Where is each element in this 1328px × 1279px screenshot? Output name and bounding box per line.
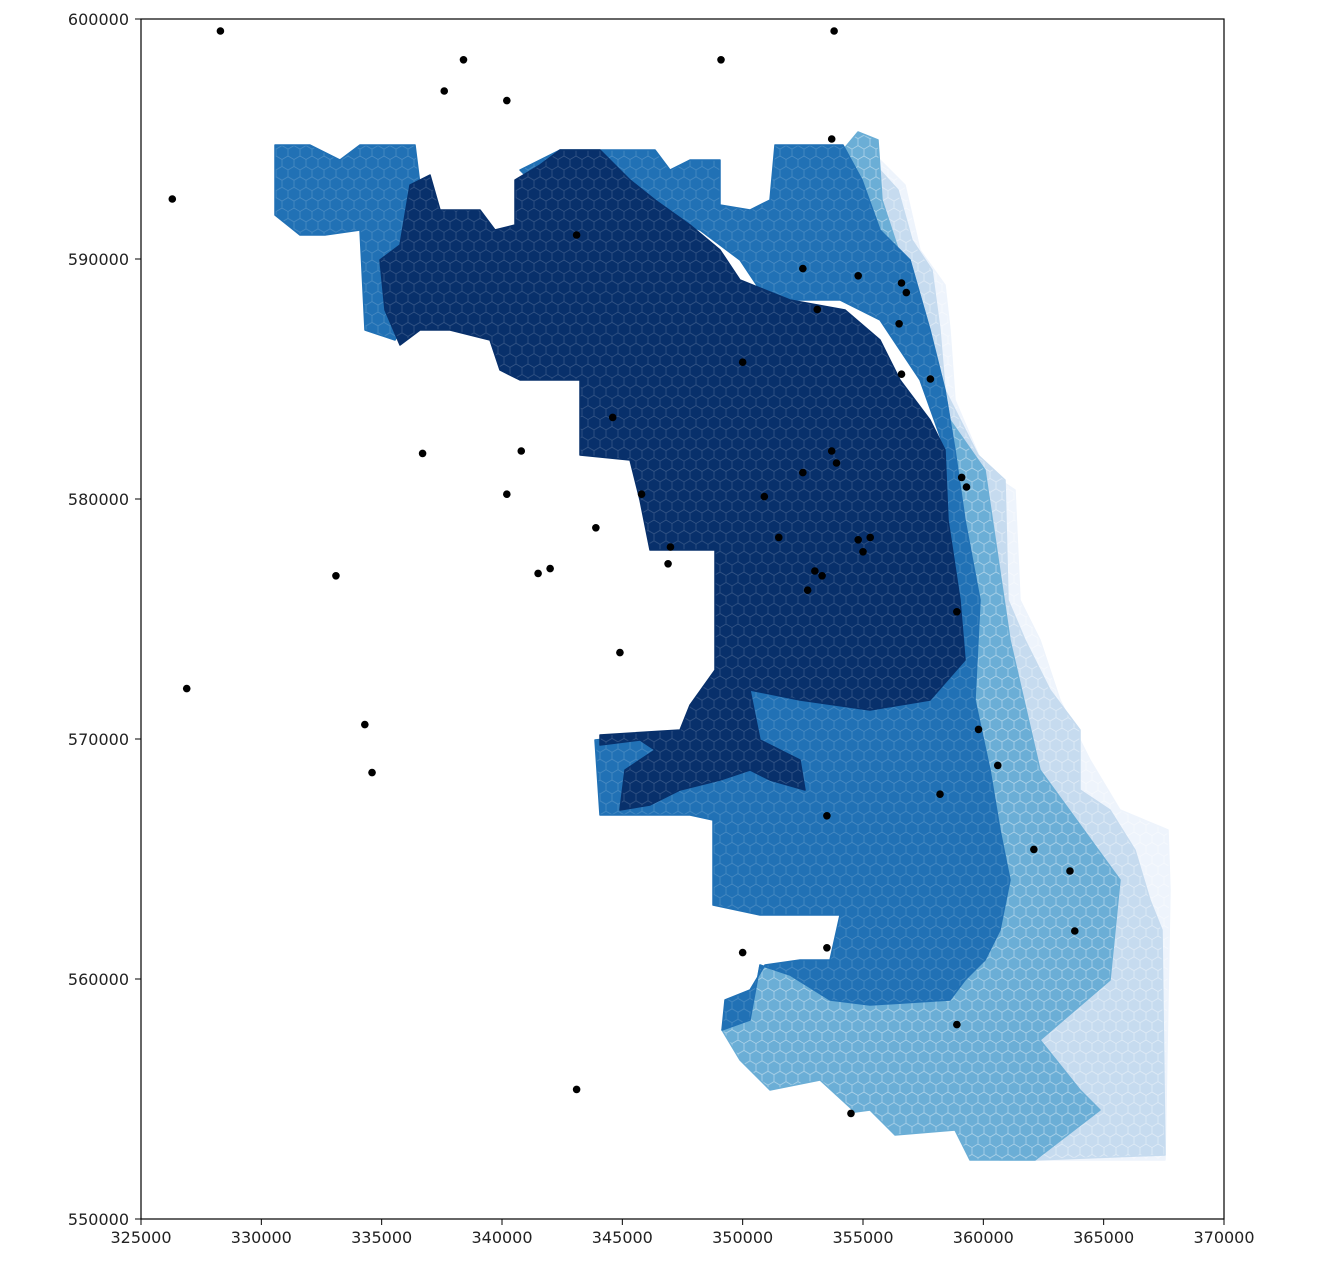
x-tick-label: 350000 [712,1228,773,1247]
scatter-point [827,135,836,143]
scatter-point [717,56,725,64]
scatter-point [1070,927,1079,935]
y-tick-label: 570000 [68,730,129,749]
scatter-point [854,272,862,280]
scatter-point [738,948,747,957]
scatter-point [517,447,526,455]
scatter-point [368,768,376,777]
scatter-point [503,96,511,105]
hexbin-regions [274,131,1171,1161]
scatter-point [664,560,672,568]
scatter-point [592,524,600,532]
scatter-point [440,87,449,95]
x-tick-label: 340000 [471,1228,532,1247]
scatter-point [953,1020,961,1029]
scatter-point [774,533,783,542]
scatter-point [168,195,177,203]
x-tick-label: 360000 [953,1228,1014,1247]
x-tick-label: 325000 [110,1228,171,1247]
scatter-point [847,1109,855,1118]
scatter-point [818,572,826,580]
scatter-point [616,648,624,657]
scatter-point [936,790,944,798]
scatter-point [854,536,862,544]
plot-frame [140,18,1225,1220]
hexbin-region-level-5 [379,149,966,811]
scatter-point [459,56,468,64]
scatter-point [546,564,554,573]
scatter-point [216,27,225,35]
scatter-point [637,490,646,499]
x-tick-label: 335000 [351,1228,412,1247]
scatter-point [738,358,747,367]
scatter-point [1066,867,1074,875]
scatter-point [895,320,903,328]
scatter-point [608,413,617,422]
scatter-point [827,447,836,455]
scatter-point [666,543,675,551]
scatter-point [418,449,427,458]
scatter-point [897,279,906,287]
scatter-point [572,231,581,239]
scatter-point [926,375,935,383]
scatter-point [760,492,769,501]
scatter-point [182,684,191,693]
scatter-point [953,608,961,616]
y-tick-label: 600000 [68,10,129,29]
x-tick-label: 365000 [1073,1228,1134,1247]
scatter-point [799,468,807,477]
x-axis: 325000 330000 335000 340000 345000 350000 3550… [110,1219,1255,1247]
y-tick-label: 550000 [68,1210,129,1229]
scatter-point [957,473,966,482]
x-tick-label: 370000 [1193,1228,1254,1247]
scatter-point [332,572,340,580]
x-tick-label: 345000 [592,1228,653,1247]
scatter-point [813,305,822,314]
scatter-point [803,586,812,594]
scatter-point [572,1085,581,1094]
scatter-point [902,288,911,297]
scatter-point [974,725,983,734]
scatter-point [830,27,838,35]
scatter-point [897,370,906,379]
scatter-point [823,944,831,952]
y-tick-label: 590000 [68,250,129,269]
scatter-point [799,264,807,273]
scatter-point [811,567,819,575]
scatter-point [962,483,971,491]
y-axis: 550000 560000 570000 580000 590000 600000 [68,10,141,1229]
scatter-point [823,812,831,820]
scatter-point [1030,845,1038,854]
y-tick-label: 580000 [68,490,129,509]
scatter-point [534,569,542,578]
scatter-point [503,490,511,499]
y-tick-label: 560000 [68,970,129,989]
scatter-point [361,720,369,729]
x-tick-label: 355000 [832,1228,893,1247]
x-tick-label: 330000 [231,1228,292,1247]
scatter-point [832,459,841,467]
point-markers [168,27,1079,1118]
scatter-point [866,533,875,542]
scatter-point [859,548,867,556]
scatter-point [993,761,1002,770]
